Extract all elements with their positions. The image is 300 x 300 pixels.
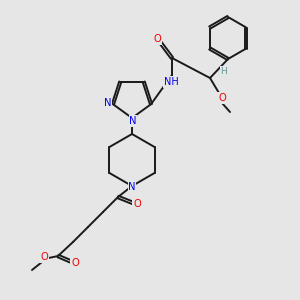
Text: N: N [129, 116, 137, 126]
Text: NH: NH [164, 77, 178, 87]
Text: N: N [128, 182, 136, 192]
Text: O: O [71, 258, 79, 268]
Text: O: O [218, 93, 226, 103]
Text: O: O [153, 34, 161, 44]
Text: N: N [104, 98, 112, 108]
Text: O: O [40, 252, 48, 262]
Text: O: O [133, 199, 141, 209]
Text: H: H [220, 67, 227, 76]
